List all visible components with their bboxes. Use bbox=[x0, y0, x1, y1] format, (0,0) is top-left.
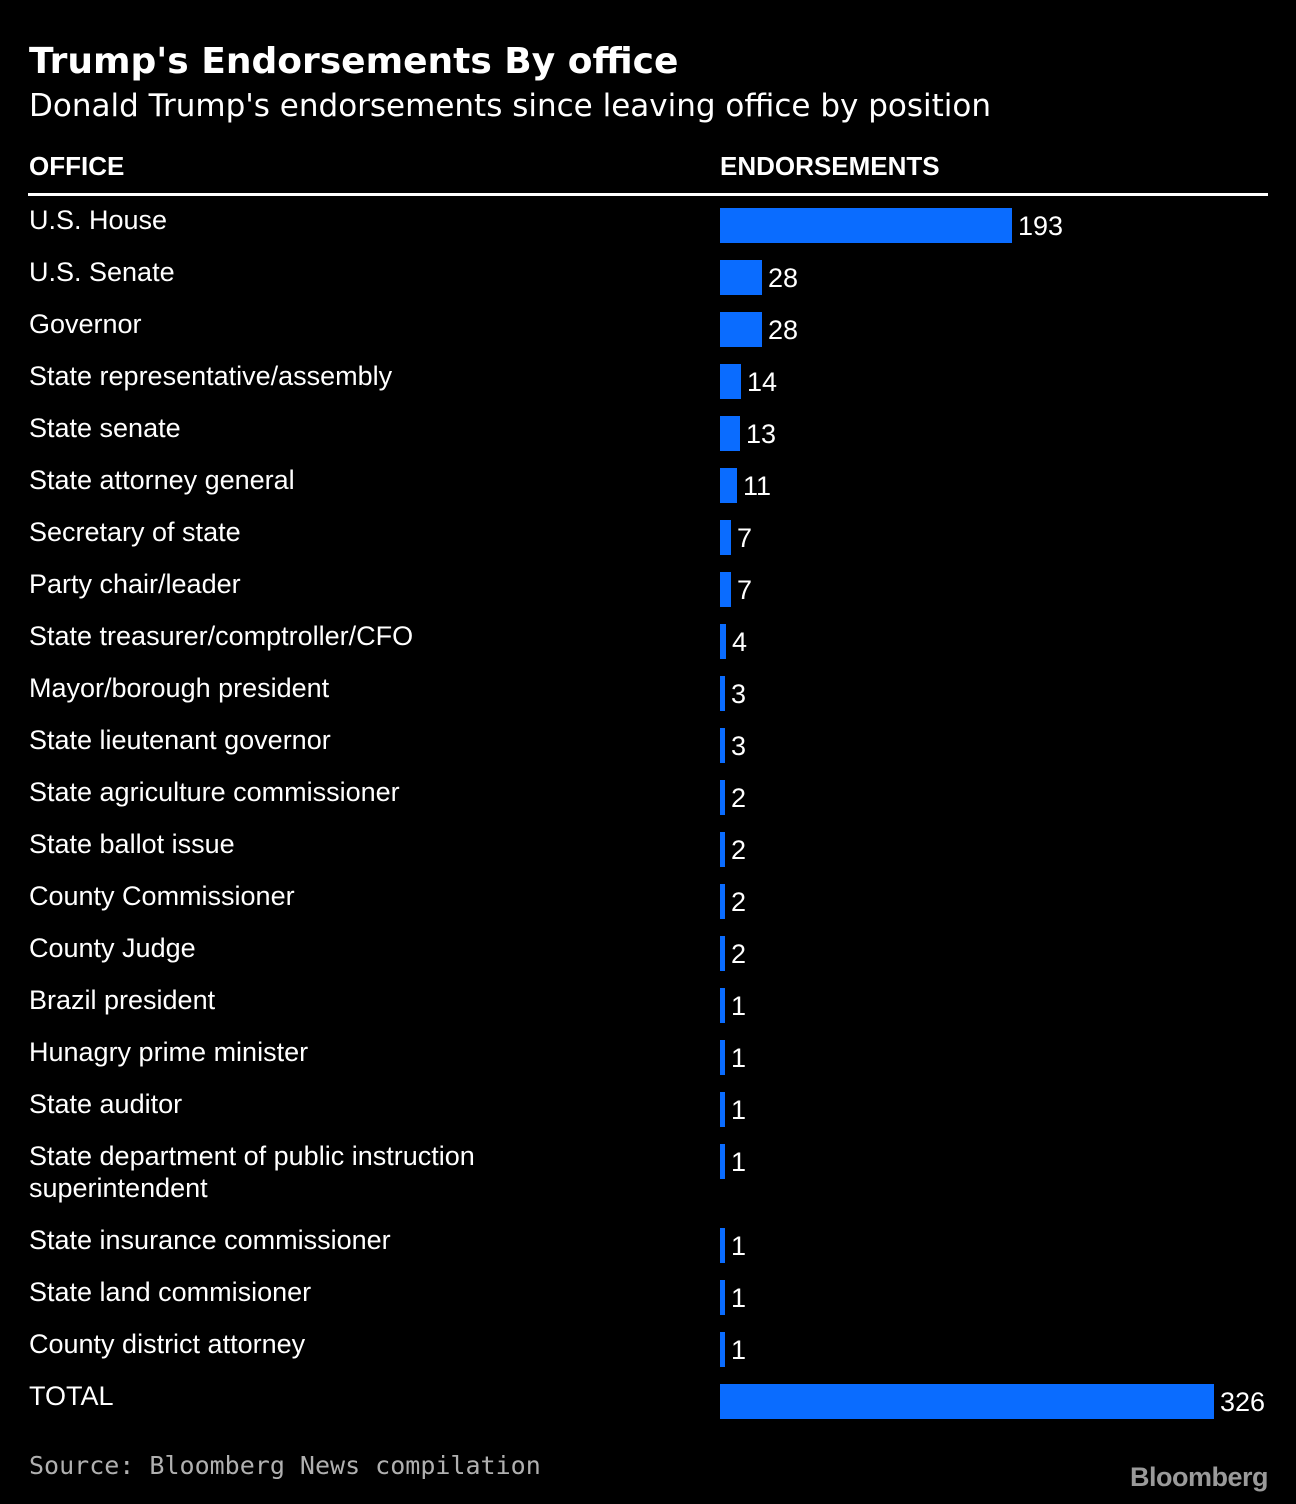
endorsement-bar bbox=[720, 260, 762, 295]
endorsement-bar bbox=[720, 780, 725, 815]
endorsement-bar bbox=[720, 416, 740, 451]
endorsement-bar bbox=[720, 988, 725, 1023]
office-label: State agriculture commissioner bbox=[29, 777, 400, 807]
endorsement-value: 4 bbox=[732, 627, 748, 657]
header-divider bbox=[28, 193, 1268, 196]
office-label: Hunagry prime minister bbox=[29, 1037, 309, 1067]
endorsement-value: 2 bbox=[731, 887, 747, 917]
endorsement-bar bbox=[720, 624, 726, 659]
endorsement-value: 3 bbox=[731, 679, 747, 709]
office-label: State insurance commissioner bbox=[29, 1225, 391, 1255]
endorsement-value: 7 bbox=[737, 523, 753, 553]
office-label: State lieutenant governor bbox=[29, 725, 331, 755]
office-label: U.S. House bbox=[29, 205, 168, 235]
endorsement-bar bbox=[720, 312, 762, 347]
office-label: Secretary of state bbox=[29, 517, 241, 547]
endorsement-value: 1 bbox=[731, 1095, 747, 1125]
endorsement-value: 28 bbox=[768, 315, 799, 345]
endorsement-bar bbox=[720, 728, 725, 763]
endorsement-bar bbox=[720, 676, 725, 711]
endorsement-value: 1 bbox=[731, 991, 747, 1021]
endorsement-bar bbox=[720, 832, 725, 867]
endorsement-bar bbox=[720, 1280, 725, 1315]
endorsement-value: 1 bbox=[731, 1283, 747, 1313]
chart-title: Trump's Endorsements By office bbox=[29, 41, 679, 82]
endorsement-bar bbox=[720, 468, 737, 503]
endorsement-bar bbox=[720, 1092, 725, 1127]
endorsement-bar bbox=[720, 208, 1012, 243]
office-label: County district attorney bbox=[29, 1329, 306, 1359]
endorsement-bar bbox=[720, 1384, 1214, 1419]
office-column-header: OFFICE bbox=[29, 151, 125, 181]
endorsement-bar bbox=[720, 1228, 725, 1263]
endorsement-value: 28 bbox=[768, 263, 799, 293]
endorsement-value: 7 bbox=[737, 575, 753, 605]
bloomberg-logo: Bloomberg bbox=[1129, 1462, 1269, 1492]
endorsement-bar bbox=[720, 1144, 725, 1179]
office-label: County Commissioner bbox=[29, 881, 295, 911]
endorsement-bar bbox=[720, 936, 725, 971]
endorsement-bar bbox=[720, 1332, 725, 1367]
office-label: State land commisioner bbox=[29, 1277, 312, 1307]
endorsement-value: 193 bbox=[1018, 211, 1064, 241]
chart-subtitle: Donald Trump's endorsements since leavin… bbox=[29, 88, 991, 124]
endorsement-value: 1 bbox=[731, 1335, 747, 1365]
endorsement-value: 3 bbox=[731, 731, 747, 761]
office-label: Brazil president bbox=[29, 985, 216, 1015]
endorsement-value: 1 bbox=[731, 1231, 747, 1261]
source-note: Source: Bloomberg News compilation bbox=[29, 1451, 541, 1480]
endorsement-bar bbox=[720, 884, 725, 919]
office-label: Party chair/leader bbox=[29, 569, 241, 599]
office-label: Mayor/borough president bbox=[29, 673, 330, 703]
office-label: State representative/assembly bbox=[29, 361, 393, 391]
office-label: State attorney general bbox=[29, 465, 295, 495]
endorsement-bar bbox=[720, 572, 731, 607]
office-label: State department of public instruction s… bbox=[29, 1141, 475, 1203]
endorsement-bar bbox=[720, 520, 731, 555]
endorsement-value: 13 bbox=[746, 419, 777, 449]
office-label: County Judge bbox=[29, 933, 196, 963]
endorsements-column-header: ENDORSEMENTS bbox=[720, 151, 940, 181]
endorsement-value: 2 bbox=[731, 835, 747, 865]
endorsement-bar bbox=[720, 1040, 725, 1075]
office-label: State treasurer/comptroller/CFO bbox=[29, 621, 414, 651]
office-label: TOTAL bbox=[29, 1381, 114, 1411]
office-label: State ballot issue bbox=[29, 829, 235, 859]
office-label: Governor bbox=[29, 309, 142, 339]
office-label: State senate bbox=[29, 413, 181, 443]
endorsement-value: 2 bbox=[731, 939, 747, 969]
office-label: State auditor bbox=[29, 1089, 183, 1119]
office-label: U.S. Senate bbox=[29, 257, 175, 287]
endorsement-value: 14 bbox=[747, 367, 778, 397]
endorsement-value: 326 bbox=[1220, 1387, 1266, 1417]
endorsement-bar bbox=[720, 364, 741, 399]
endorsement-value: 1 bbox=[731, 1147, 747, 1177]
endorsement-value: 2 bbox=[731, 783, 747, 813]
endorsement-value: 11 bbox=[743, 471, 772, 501]
endorsement-value: 1 bbox=[731, 1043, 747, 1073]
